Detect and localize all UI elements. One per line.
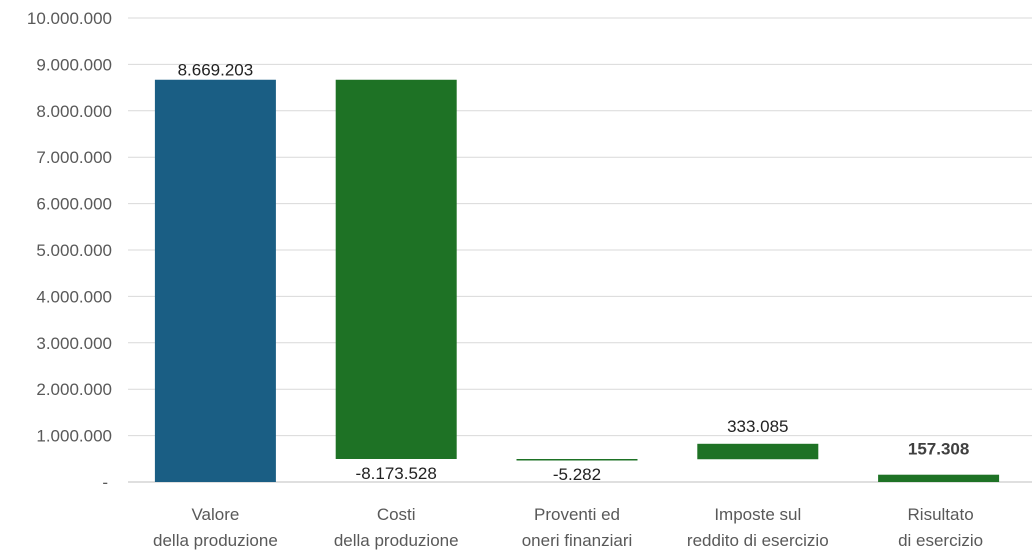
y-tick-label: -: [102, 473, 108, 492]
y-tick-label: 2.000.000: [36, 380, 112, 399]
data-label: -5.282: [553, 465, 601, 484]
data-label: -8.173.528: [356, 464, 437, 483]
data-label: 8.669.203: [178, 61, 254, 80]
category-label: Valore: [191, 505, 239, 524]
category-label: della produzione: [153, 531, 278, 550]
bar: [878, 474, 1000, 482]
y-tick-label: 8.000.000: [36, 102, 112, 121]
bar: [516, 459, 638, 461]
y-tick-label: 7.000.000: [36, 148, 112, 167]
category-label: oneri finanziari: [522, 531, 633, 550]
category-label: Proventi ed: [534, 505, 620, 524]
y-axis-tick-labels: - 1.000.000 2.000.000 3.000.000 4.000.000 5.0…: [27, 9, 112, 492]
data-labels: 8.669.203 -8.173.528 -5.282 333.085 157.308: [178, 61, 970, 484]
bar: [154, 79, 276, 483]
y-tick-label: 1.000.000: [36, 427, 112, 446]
category-label: Costi: [377, 505, 416, 524]
gridlines: [128, 17, 1032, 483]
y-tick-label: 4.000.000: [36, 287, 112, 306]
data-label: 157.308: [908, 440, 969, 459]
category-labels: Valore della produzione Costi della produzi…: [153, 505, 983, 550]
y-tick-label: 5.000.000: [36, 241, 112, 260]
category-label: della produzione: [334, 531, 459, 550]
data-label: 333.085: [727, 417, 788, 436]
y-tick-label: 6.000.000: [36, 195, 112, 214]
category-label: Imposte sul: [714, 505, 801, 524]
bar: [697, 443, 819, 460]
bars: [154, 79, 1000, 483]
category-label: reddito di esercizio: [687, 531, 829, 550]
category-label: Risultato: [908, 505, 974, 524]
bar: [335, 79, 457, 460]
y-tick-label: 3.000.000: [36, 334, 112, 353]
y-tick-label: 9.000.000: [36, 55, 112, 74]
category-label: di esercizio: [898, 531, 983, 550]
y-tick-label: 10.000.000: [27, 9, 112, 28]
